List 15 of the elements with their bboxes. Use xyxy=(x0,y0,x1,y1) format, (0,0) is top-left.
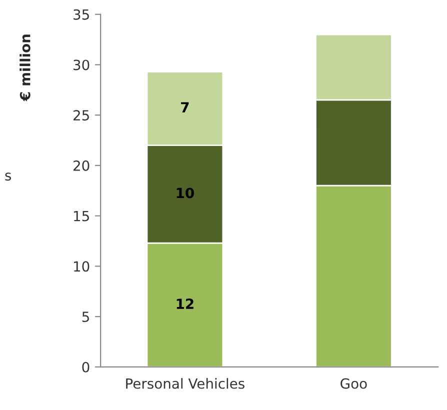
y-tick-label: 35 xyxy=(74,9,89,20)
data-label: 10 xyxy=(176,188,194,198)
y-axis-title: € million xyxy=(20,34,30,102)
y-tick-label: 5 xyxy=(82,312,89,322)
data-label: 12 xyxy=(176,298,194,309)
y-tick-label: 25 xyxy=(74,110,89,121)
x-tick-label: Goo xyxy=(340,378,367,389)
y-tick-label: 15 xyxy=(74,210,89,222)
y-tick-label: 30 xyxy=(74,60,90,70)
data-label: 7 xyxy=(181,102,189,112)
y-tick-label: 10 xyxy=(74,261,90,272)
y-tick-label: 20 xyxy=(74,160,90,171)
text: s xyxy=(5,172,12,181)
x-tick-label: Personal Vehicles xyxy=(126,378,244,389)
y-tick-label: 0 xyxy=(82,362,90,372)
